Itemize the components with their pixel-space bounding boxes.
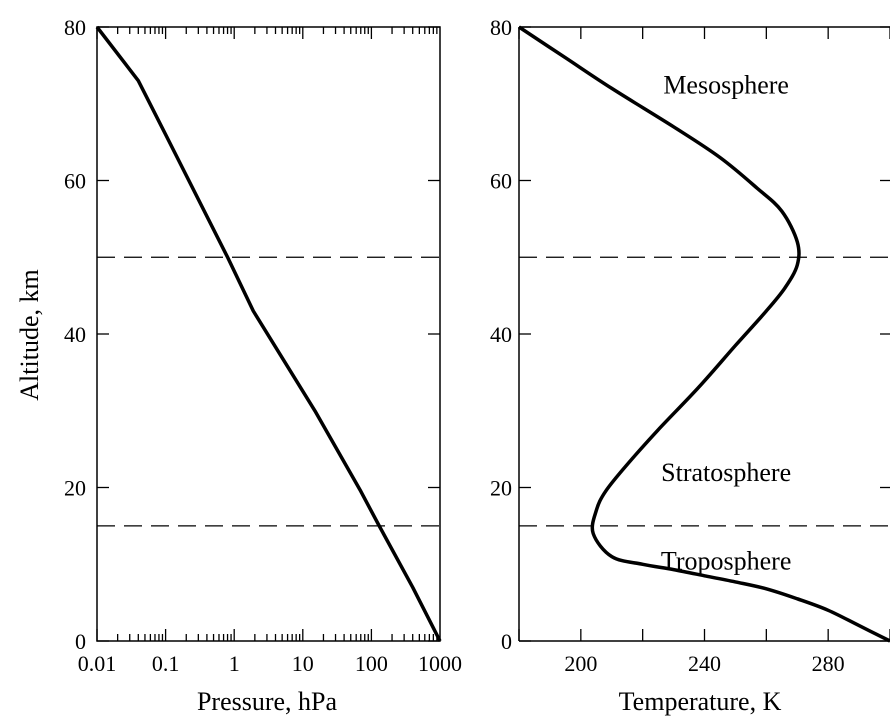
pressure-y-tick-label: 60 [64,169,86,194]
temperature-x-axis-title: Temperature, K [619,687,782,716]
pressure-y-tick-label: 80 [64,15,86,40]
temperature-y-tick-label: 20 [490,476,512,501]
pressure-x-tick-label: 1 [229,651,240,676]
pressure-x-tick-label: 10 [292,651,314,676]
temperature-y-tick-label: 60 [490,169,512,194]
pressure-x-tick-label: 0.1 [152,651,180,676]
temperature-profile-line [518,25,890,643]
y-axis-title: Altitude, km [15,269,44,400]
pressure-panel: 0.01 0.1 1 10 100 1000 0 20 40 60 80 [64,15,462,676]
pressure-y-tick-label: 40 [64,322,86,347]
layer-label-troposphere: Troposphere [661,546,791,575]
layer-label-stratosphere: Stratosphere [661,458,791,487]
pressure-x-axis-title: Pressure, hPa [197,687,338,716]
layer-label-mesosphere: Mesosphere [663,71,789,100]
pressure-x-tick-label: 1000 [418,651,462,676]
pressure-y-tick-label: 0 [75,629,86,654]
temperature-panel: 200 240 280 0 20 40 60 80 Mesosphere Stratosphere… [490,15,890,676]
temperature-y-tick-label: 80 [490,15,512,40]
temperature-y-tick-label: 0 [501,629,512,654]
pressure-x-tick-label: 100 [355,651,388,676]
temperature-x-tick-label: 240 [688,651,721,676]
pressure-x-tick-label: 0.01 [78,651,117,676]
temperature-y-tick-label: 40 [490,322,512,347]
temperature-x-tick-label: 200 [564,651,597,676]
pressure-profile-line [95,25,442,642]
temperature-x-tick-label: 280 [812,651,845,676]
pressure-y-tick-label: 20 [64,476,86,501]
